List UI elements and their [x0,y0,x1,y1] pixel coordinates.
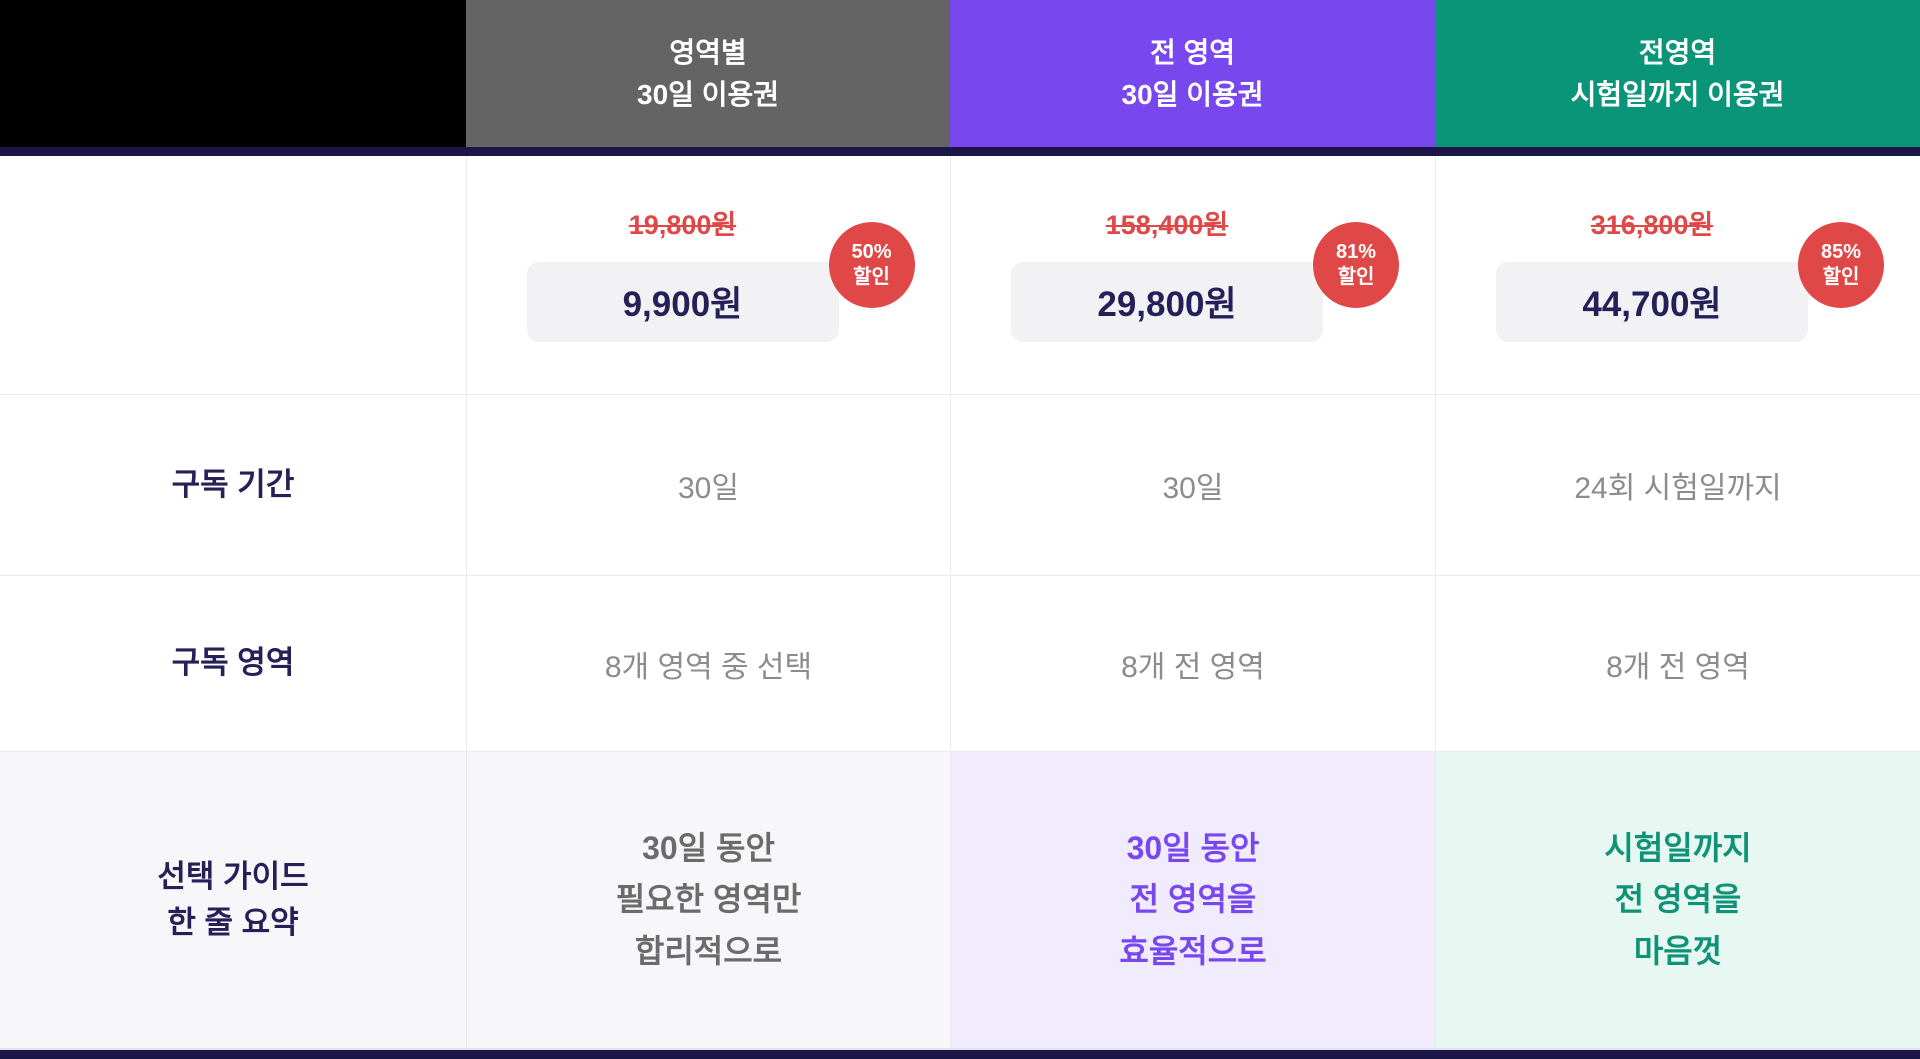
price-row-label-cell [0,156,466,394]
discounted-price-box[interactable]: 9,900원 [526,261,839,342]
area-row: 구독 영역 8개 영역 중 선택 8개 전 영역 8개 전 영역 [0,575,1920,751]
price-stack: 316,800원 44,700원 85% 할인 [1496,208,1884,342]
area-value-plan3: 8개 전 영역 [1435,576,1920,751]
row-label-area: 구독 영역 [171,645,295,681]
discount-percent: 50% [851,241,892,264]
guide-line: 30일 동안 [642,830,775,867]
discount-badge: 50% 할인 [828,222,915,309]
discount-badge: 85% 할인 [1798,222,1884,309]
guide-label-line: 한 줄 요약 [167,905,299,940]
discounted-price: 9,900원 [622,285,743,325]
discount-word: 할인 [1337,266,1375,289]
price-cell-plan1: 19,800원 9,900원 50% 할인 [466,156,950,394]
plan-name-line: 전영역 [1638,36,1717,68]
plan-name-line: 영역별 [669,36,747,68]
duration-value-plan3: 24회 시험일까지 [1435,395,1920,575]
original-price: 158,400원 [1105,210,1229,241]
guide-line: 합리적으로 [634,932,783,969]
plan-header-all-areas-until-exam: 전영역 시험일까지 이용권 [1435,0,1920,147]
price-stack: 19,800원 9,900원 50% 할인 [526,208,915,342]
row-label-guide: 선택 가이드 한 줄 요약 [0,752,466,1048]
guide-line: 필요한 영역만 [615,881,802,918]
discounted-price-box[interactable]: 44,700원 [1496,261,1808,342]
discounted-price-box[interactable]: 29,800원 [1011,261,1323,342]
original-price: 19,800원 [628,210,737,241]
plan-header-row: 영역별 30일 이용권 전 영역 30일 이용권 전영역 시험일까지 이용권 [0,0,1920,147]
discount-word: 할인 [853,266,890,289]
plan-name-line: 30일 이용권 [637,78,779,110]
bottom-divider-bar [0,1048,1920,1059]
duration-value-plan1: 30일 [466,395,950,575]
plan-header-per-area-30d: 영역별 30일 이용권 [466,0,950,147]
duration-value-plan2: 30일 [950,395,1435,575]
plan-header-all-areas-30d: 전 영역 30일 이용권 [950,0,1435,147]
guide-line: 전 영역을 [1614,881,1742,918]
guide-plan1: 30일 동안 필요한 영역만 합리적으로 [466,752,950,1048]
discount-word: 할인 [1822,266,1860,289]
discount-percent: 81% [1335,241,1377,264]
duration-row: 구독 기간 30일 30일 24회 시험일까지 [0,394,1920,575]
plan-name-line: 전 영역 [1149,36,1236,68]
price-cell-plan3: 316,800원 44,700원 85% 할인 [1435,156,1920,394]
row-label-duration: 구독 기간 [171,466,295,502]
guide-line: 전 영역을 [1129,881,1257,918]
guide-line: 시험일까지 [1604,830,1752,867]
plan-name-line: 30일 이용권 [1121,78,1264,110]
discount-badge: 81% 할인 [1313,222,1399,309]
guide-label-line: 선택 가이드 [157,858,309,894]
header-corner [0,0,466,147]
top-divider-bar [0,147,1920,156]
guide-row: 선택 가이드 한 줄 요약 30일 동안 필요한 영역만 합리적으로 30일 동… [0,751,1920,1048]
discounted-price: 29,800원 [1097,285,1237,325]
area-value-plan1: 8개 영역 중 선택 [466,576,950,751]
price-cell-plan2: 158,400원 29,800원 81% 할인 [950,156,1435,394]
price-stack: 158,400원 29,800원 81% 할인 [1011,208,1399,342]
guide-line: 마음껏 [1633,932,1723,969]
guide-line: 효율적으로 [1119,932,1267,969]
original-price: 316,800원 [1590,210,1714,241]
area-value-plan2: 8개 전 영역 [950,576,1435,751]
price-row: 19,800원 9,900원 50% 할인 158,400원 29,800원 8… [0,156,1920,394]
guide-plan3: 시험일까지 전 영역을 마음껏 [1435,752,1920,1048]
discounted-price: 44,700원 [1582,285,1722,325]
guide-line: 30일 동안 [1126,830,1260,867]
plan-name-line: 시험일까지 이용권 [1570,78,1785,110]
guide-plan2: 30일 동안 전 영역을 효율적으로 [950,752,1435,1048]
discount-percent: 85% [1820,241,1862,264]
